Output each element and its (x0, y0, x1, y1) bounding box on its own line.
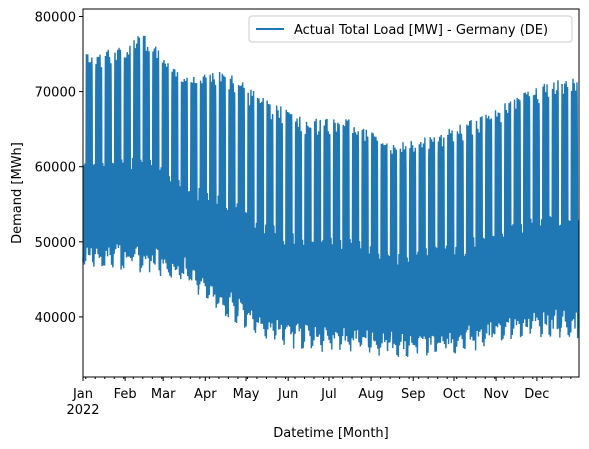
axes (82, 8, 580, 378)
x-axis-label: Datetime [Month] (273, 426, 388, 441)
series-line-layer (82, 35, 580, 357)
x-tick-label: Dec (524, 387, 549, 402)
plot-frame (82, 8, 580, 378)
series-line-actual-total-load (82, 35, 580, 357)
x-tick-label: May (233, 387, 260, 402)
x-year-label: 2022 (66, 403, 99, 418)
y-tick-label: 60000 (35, 161, 76, 176)
y-tick-label: 40000 (35, 311, 76, 326)
y-tick-label: 80000 (35, 11, 76, 26)
x-tick-label: Aug (358, 387, 383, 402)
x-tick-label: Apr (194, 387, 217, 402)
x-tick-label: Mar (151, 387, 176, 402)
x-axis-ticks: Jan Feb Mar Apr May Jun Jul Aug Sep Oct Nov Dec (72, 377, 572, 402)
x-tick-label: Jan (72, 387, 93, 402)
y-tick-label: 70000 (35, 86, 76, 101)
x-tick-label: Jul (320, 387, 337, 402)
x-tick-label: Feb (114, 387, 137, 402)
y-axis-ticks: 40000 50000 60000 70000 80000 (35, 11, 83, 326)
legend-box (248, 15, 573, 43)
y-axis-label: Demand [MWh] (10, 142, 25, 244)
legend-entry: Actual Total Load [MW] - Germany (DE) (294, 23, 548, 38)
x-tick-label: Nov (483, 387, 509, 402)
x-tick-label: Jun (277, 387, 298, 402)
x-tick-label: Oct (443, 387, 465, 402)
x-tick-label: Sep (401, 387, 426, 402)
y-tick-label: 50000 (35, 236, 76, 251)
legend: Actual Total Load [MW] - Germany (DE) (248, 15, 573, 43)
